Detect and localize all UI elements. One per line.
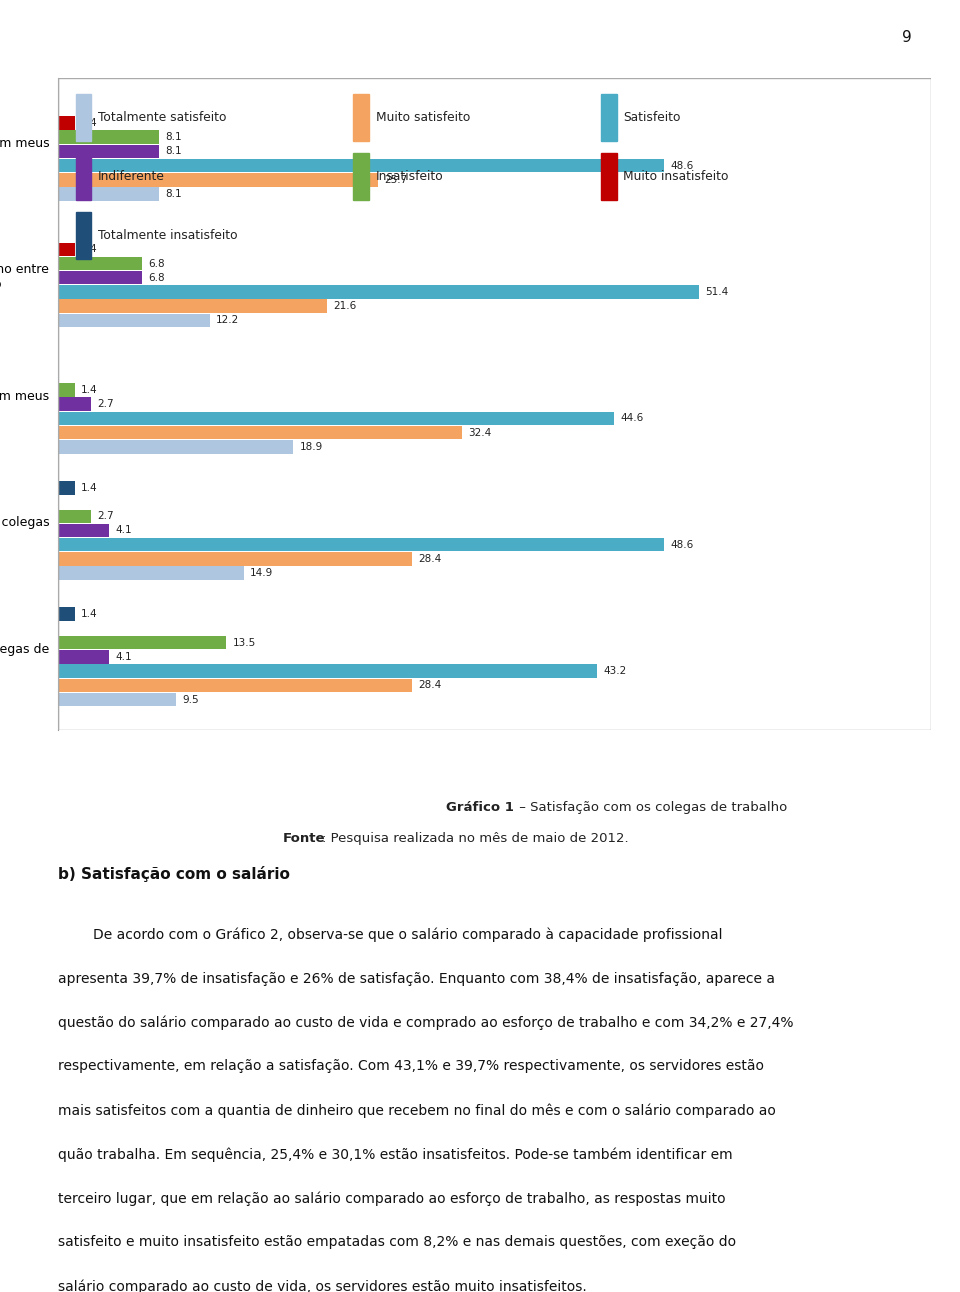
Bar [353,152,369,200]
Text: 1.4: 1.4 [82,385,98,395]
Bar [58,300,327,313]
Bar [58,384,75,397]
Bar [58,243,75,256]
Bar [58,481,75,495]
Text: 2.7: 2.7 [98,512,114,521]
Text: 1.4: 1.4 [82,483,98,492]
Bar [58,271,142,284]
Bar [353,94,369,141]
Text: 2.7: 2.7 [98,399,114,410]
Text: Totalmente insatisfeito: Totalmente insatisfeito [98,229,237,242]
Text: 13.5: 13.5 [232,638,255,647]
Text: respectivamente, em relação a satisfação. Com 43,1% e 39,7% respectivamente, os : respectivamente, em relação a satisfação… [58,1059,763,1074]
Text: 48.6: 48.6 [670,540,694,549]
Text: – Satisfação com os colegas de trabalho: – Satisfação com os colegas de trabalho [515,801,787,814]
Bar [58,441,294,453]
Text: Muito satisfeito: Muito satisfeito [375,111,470,124]
Bar [58,537,664,552]
Bar [58,286,699,298]
Text: Insatisfeito: Insatisfeito [375,169,444,183]
Text: salário comparado ao custo de vida, os servidores estão muito insatisfeitos.: salário comparado ao custo de vida, os s… [58,1279,587,1292]
Bar [58,145,158,158]
Text: 1.4: 1.4 [82,610,98,619]
Text: 14.9: 14.9 [250,568,273,578]
Text: : Pesquisa realizada no mês de maio de 2012.: : Pesquisa realizada no mês de maio de 2… [322,832,628,845]
Text: mais satisfeitos com a quantia de dinheiro que recebem no final do mês e com o s: mais satisfeitos com a quantia de dinhei… [58,1103,776,1118]
Bar [58,314,210,327]
Text: 32.4: 32.4 [468,428,492,438]
Text: 43.2: 43.2 [603,667,626,676]
Bar [58,412,614,425]
Text: 8.1: 8.1 [165,189,181,199]
Text: 51.4: 51.4 [706,287,729,297]
Bar [58,693,176,707]
Text: b) Satisfação com o salário: b) Satisfação com o salário [58,866,290,881]
Text: Satisfeito: Satisfeito [623,111,681,124]
Text: apresenta 39,7% de insatisfação e 26% de satisfação. Enquanto com 38,4% de insat: apresenta 39,7% de insatisfação e 26% de… [58,972,775,986]
Bar [58,173,378,186]
Text: 28.4: 28.4 [419,681,442,690]
Bar [58,509,91,523]
Text: Totalmente satisfeito: Totalmente satisfeito [98,111,227,124]
Text: satisfeito e muito insatisfeito estão empatadas com 8,2% e nas demais questões, : satisfeito e muito insatisfeito estão em… [58,1235,735,1249]
Bar [58,552,412,566]
Text: 21.6: 21.6 [333,301,357,311]
Text: 48.6: 48.6 [670,160,694,171]
Text: 9.5: 9.5 [182,695,199,704]
Bar [58,398,91,411]
Text: terceiro lugar, que em relação ao salário comparado ao esforço de trabalho, as r: terceiro lugar, que em relação ao salári… [58,1191,725,1205]
Text: De acordo com o Gráfico 2, observa-se que o salário comparado à capacidade profi: De acordo com o Gráfico 2, observa-se qu… [58,928,722,942]
Text: 28.4: 28.4 [419,554,442,563]
Bar [58,130,158,143]
Bar [58,664,597,678]
Text: 4.1: 4.1 [115,526,132,535]
Bar [58,636,227,650]
Text: 6.8: 6.8 [149,258,165,269]
Bar [58,650,108,664]
Text: Fonte: Fonte [283,832,325,845]
Bar [58,426,462,439]
Text: 8.1: 8.1 [165,146,181,156]
Bar [58,187,158,200]
Text: Gráfico 1: Gráfico 1 [446,801,514,814]
Bar [58,566,244,580]
Text: 25.7: 25.7 [385,174,408,185]
Bar [58,523,108,537]
Text: 4.1: 4.1 [115,652,132,662]
Text: Indiferente: Indiferente [98,169,165,183]
Text: 18.9: 18.9 [300,442,323,452]
Bar [58,678,412,693]
Text: 6.8: 6.8 [149,273,165,283]
Text: questão do salário comparado ao custo de vida e comprado ao esforço de trabalho : questão do salário comparado ao custo de… [58,1016,793,1030]
Bar [58,116,75,129]
Bar [58,257,142,270]
Bar [76,94,91,141]
Text: Muito insatisfeito: Muito insatisfeito [623,169,729,183]
Text: 44.6: 44.6 [620,413,644,424]
Text: 8.1: 8.1 [165,132,181,142]
Text: 9: 9 [902,30,912,45]
Bar [601,152,616,200]
Bar [58,607,75,621]
Bar [76,152,91,200]
Bar [601,94,616,141]
Bar [58,159,664,172]
Text: 12.2: 12.2 [216,315,239,326]
Bar [76,212,91,258]
Text: 1.4: 1.4 [82,118,98,128]
Text: quão trabalha. Em sequência, 25,4% e 30,1% estão insatisfeitos. Pode-se também i: quão trabalha. Em sequência, 25,4% e 30,… [58,1147,732,1162]
Text: 1.4: 1.4 [82,244,98,255]
